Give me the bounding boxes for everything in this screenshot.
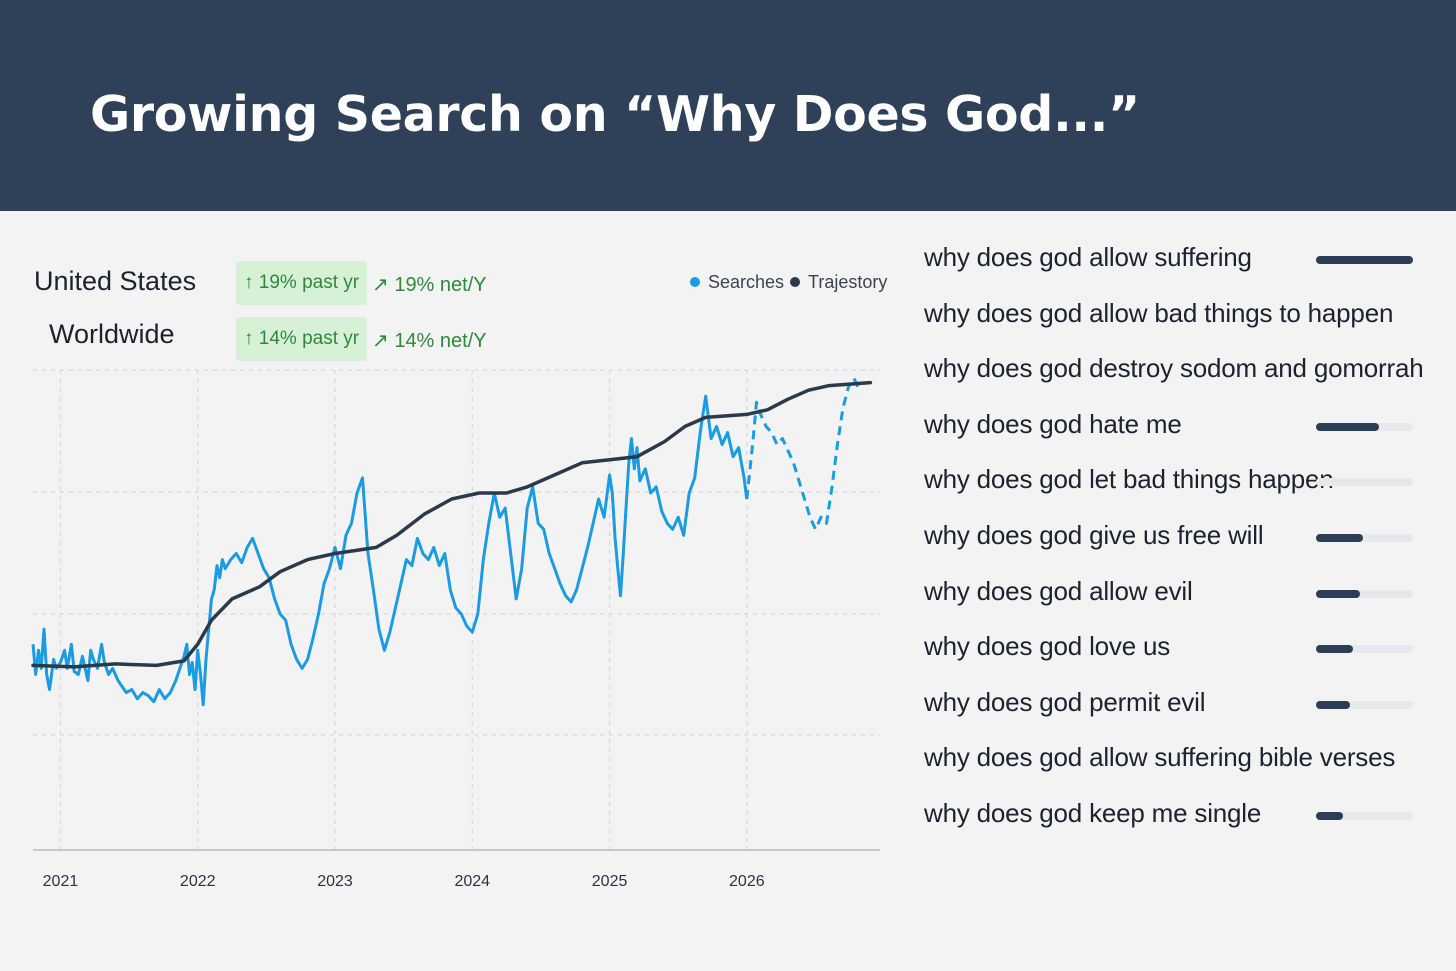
query-bar-track	[1316, 700, 1413, 709]
region-change-badge-united-states: ↑ 19% past yr	[236, 261, 368, 305]
legend-item-trajectory: Trajestory	[790, 272, 887, 293]
x-tick-label: 2026	[729, 873, 765, 890]
x-tick-label: 2025	[592, 873, 628, 890]
legend-dot-searches	[690, 277, 700, 287]
query-bar-track	[1316, 256, 1413, 264]
query-text: why does god allow evil	[924, 575, 1193, 606]
x-tick-label: 2024	[454, 873, 490, 890]
query-text: why does god hate me	[924, 408, 1182, 439]
region-net-worldwide: ↗ 14% net/Y	[372, 330, 487, 352]
searches-projected-line	[745, 376, 861, 531]
query-row: why does god love us	[924, 621, 1456, 677]
x-tick-label: 2023	[317, 873, 353, 890]
legend-dot-trajectory	[790, 277, 800, 287]
query-text: why does god keep me single	[924, 798, 1262, 828]
region-change-badge-worldwide: ↑ 14% past yr	[236, 317, 368, 361]
query-bar-fill	[1316, 645, 1353, 654]
legend-label-searches: Searches	[708, 272, 785, 292]
query-bar-fill	[1316, 812, 1344, 820]
query-bar-track	[1316, 478, 1413, 487]
search-trend-chart: 2021 2022 2023 2024 2025 2026	[31, 369, 880, 890]
query-text: why does god give us free will	[924, 520, 1264, 550]
query-bar-track	[1316, 589, 1413, 598]
query-text: why does god allow suffering bible verse…	[924, 742, 1396, 773]
x-tick-label: 2021	[43, 873, 79, 890]
header-banner: Growing Search on “Why Does God...”	[0, 0, 1456, 211]
query-row: why does god allow bad things to happen	[924, 288, 1456, 344]
query-row: why does god let bad things happen	[924, 454, 1456, 510]
x-tick-label: 2022	[180, 873, 216, 890]
query-text: why does god permit evil	[924, 686, 1206, 717]
query-row: why does god give us free will	[924, 510, 1456, 566]
query-bar-fill	[1316, 422, 1380, 431]
query-row: why does god permit evil	[924, 677, 1456, 733]
query-row: why does god allow suffering	[924, 232, 1456, 288]
query-row: why does god keep me single	[924, 788, 1456, 844]
query-bar-fill	[1316, 256, 1413, 264]
query-text: why does god destroy sodom and gomorrah	[924, 353, 1424, 384]
query-row: why does god allow suffering bible verse…	[924, 732, 1456, 788]
query-text: why does god love us	[924, 631, 1171, 662]
region-name-united-states: United States	[34, 266, 197, 296]
query-text: why does god allow bad things to happen	[924, 297, 1394, 328]
query-bar-fill	[1316, 700, 1350, 709]
region-net-united-states: ↗ 19% net/Y	[372, 274, 487, 296]
query-bar-fill	[1316, 534, 1363, 542]
page-title: Growing Search on “Why Does God...”	[90, 86, 1140, 143]
trajectory-line	[31, 380, 873, 669]
legend-item-searches: Searches	[690, 272, 784, 293]
query-bar-track	[1316, 812, 1413, 820]
query-bar-fill	[1316, 589, 1360, 598]
query-bar-track	[1316, 534, 1413, 542]
query-bar-track	[1316, 645, 1413, 654]
legend-label-trajectory: Trajestory	[808, 272, 888, 292]
region-name-worldwide: Worldwide	[49, 319, 175, 349]
query-text: why does god let bad things happen	[924, 464, 1334, 495]
query-row: why does god hate me	[924, 399, 1456, 455]
searches-line	[31, 394, 749, 707]
query-row: why does god destroy sodom and gomorrah	[924, 343, 1456, 399]
query-row: why does god allow evil	[924, 566, 1456, 622]
query-bar-track	[1316, 422, 1413, 431]
query-text: why does god allow suffering	[924, 242, 1252, 272]
